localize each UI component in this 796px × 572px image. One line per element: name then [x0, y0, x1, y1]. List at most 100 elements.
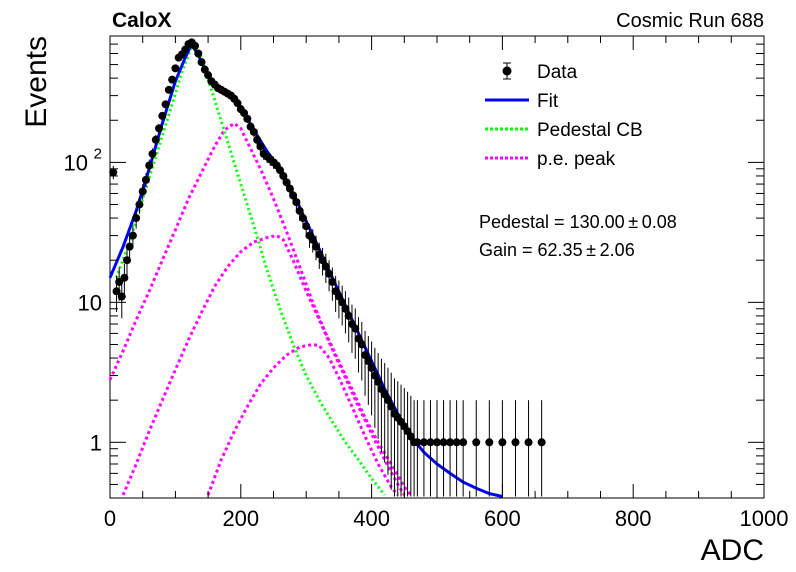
data-point: [243, 114, 252, 123]
data-point: [276, 166, 285, 175]
data-point: [419, 438, 428, 447]
data-point: [292, 198, 301, 207]
data-point: [318, 256, 327, 265]
legend-label: Pedestal CB: [537, 120, 643, 141]
data-point: [164, 85, 173, 94]
x-ticks: 0 200 400 600 800 1000: [104, 36, 789, 531]
data-point: [285, 184, 294, 193]
legend-label: Data: [537, 62, 578, 83]
data-point: [328, 277, 337, 286]
data-point: [308, 235, 317, 244]
data-point: [338, 298, 347, 307]
pe-peak-curve-1: [108, 121, 412, 496]
data-point: [117, 292, 126, 301]
data-point: [155, 124, 164, 133]
data-layer: [109, 38, 546, 497]
data-point: [511, 438, 520, 447]
data-point: [351, 324, 360, 333]
data-point: [138, 187, 147, 196]
data-point: [145, 161, 154, 170]
data-point: [367, 363, 376, 372]
data-point: [233, 99, 242, 108]
y-tick-label: 10: [78, 290, 102, 315]
data-point: [132, 214, 141, 223]
data-point: [194, 49, 203, 58]
data-point: [312, 242, 321, 251]
data-point: [161, 100, 170, 109]
data-point: [413, 438, 422, 447]
x-tick-label: 1000: [740, 506, 789, 531]
data-point: [171, 64, 180, 73]
legend: Data Fit Pedestal CB p.e. peak: [485, 62, 643, 170]
pedestal-annotation: Pedestal = 130.00 ± 0.08: [479, 212, 677, 232]
data-point: [361, 351, 370, 360]
data-point: [289, 191, 298, 200]
legend-item-p-e-peak: p.e. peak: [485, 149, 616, 170]
data-point: [380, 390, 389, 399]
y-ticks: 1 10 10 2: [64, 35, 764, 499]
data-point: [446, 438, 455, 447]
legend-data-marker: [502, 66, 512, 76]
pe-peak-curve-2: [121, 234, 406, 496]
data-point: [485, 438, 494, 447]
data-point: [197, 58, 206, 67]
data-point: [128, 231, 137, 240]
legend-item-data: Data: [502, 62, 578, 83]
data-point: [459, 438, 468, 447]
data-point: [125, 242, 134, 251]
data-point: [433, 438, 441, 447]
x-tick-label: 600: [484, 506, 521, 531]
data-point: [315, 250, 324, 259]
legend-label: p.e. peak: [537, 149, 616, 170]
data-point: [498, 438, 507, 447]
data-point: [158, 111, 167, 120]
x-tick-label: 800: [615, 506, 652, 531]
data-point: [141, 175, 150, 184]
data-point: [279, 171, 288, 180]
data-point: [256, 142, 265, 151]
data-point: [282, 178, 291, 187]
y-tick-label: 10: [64, 150, 88, 175]
legend-label: Fit: [537, 91, 559, 112]
data-point: [168, 75, 177, 84]
legend-item-fit: Fit: [485, 91, 559, 112]
data-point: [524, 438, 533, 447]
data-point: [370, 371, 379, 380]
data-point: [537, 438, 546, 447]
x-tick-label: 0: [104, 506, 116, 531]
data-point: [204, 71, 213, 80]
data-point: [439, 438, 448, 447]
data-point: [364, 357, 373, 366]
y-tick-exponent: 2: [94, 145, 102, 162]
data-point: [374, 377, 383, 386]
data-point: [253, 135, 262, 144]
data-point: [325, 269, 334, 278]
data-point: [135, 200, 144, 209]
data-point: [357, 340, 366, 349]
data-point: [249, 127, 258, 136]
x-axis-title: ADC: [701, 534, 764, 567]
data-point: [120, 273, 129, 282]
data-point: [452, 438, 461, 447]
x-tick-label: 200: [222, 506, 259, 531]
data-point: [321, 262, 330, 271]
data-point: [112, 287, 121, 296]
data-point: [426, 438, 435, 447]
data-point: [334, 292, 343, 301]
data-point: [406, 432, 415, 441]
data-point: [109, 168, 118, 177]
gain-annotation: Gain = 62.35 ± 2.06: [479, 240, 635, 260]
data-point: [302, 222, 311, 231]
x-tick-label: 400: [353, 506, 390, 531]
data-point: [472, 438, 481, 447]
data-point: [383, 396, 392, 405]
data-point: [123, 256, 132, 265]
data-point: [151, 135, 160, 144]
legend-item-pedestal-cb: Pedestal CB: [485, 120, 643, 141]
data-point: [148, 149, 157, 158]
y-axis-title: Events: [20, 36, 53, 128]
run-label: Cosmic Run 688: [616, 10, 764, 32]
data-point: [341, 304, 350, 313]
pedestal-cb-curve: [115, 42, 386, 496]
